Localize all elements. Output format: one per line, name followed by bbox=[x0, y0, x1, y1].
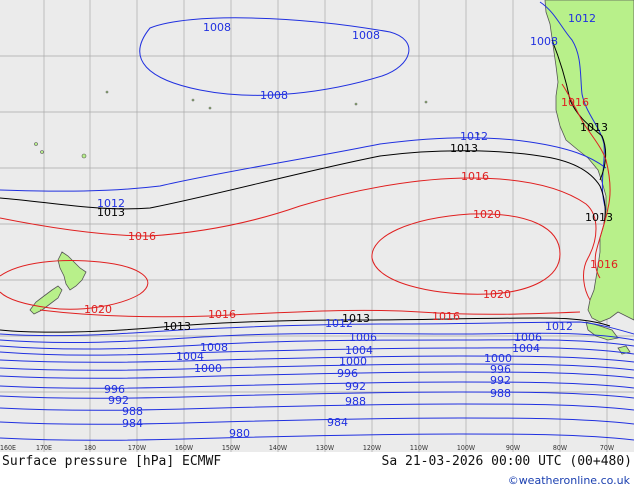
label-988: 988 bbox=[122, 405, 143, 418]
label-1008: 1008 bbox=[203, 21, 231, 34]
label-1004: 1004 bbox=[345, 344, 373, 357]
label-992: 992 bbox=[345, 380, 366, 393]
label-996: 996 bbox=[337, 367, 358, 380]
label-1016: 1016 bbox=[208, 308, 236, 321]
svg-text:120W: 120W bbox=[363, 444, 382, 452]
isobar-1013-main bbox=[0, 150, 606, 225]
map-title: Surface pressure [hPa] ECMWF bbox=[2, 454, 222, 469]
label-980: 980 bbox=[229, 427, 250, 440]
isobars bbox=[0, 1, 634, 441]
label-992: 992 bbox=[490, 374, 511, 387]
isobar-1012-main bbox=[0, 137, 607, 192]
label-988: 988 bbox=[490, 387, 511, 400]
svg-text:170E: 170E bbox=[36, 444, 52, 452]
svg-text:170W: 170W bbox=[128, 444, 147, 452]
label-1004: 1004 bbox=[176, 350, 204, 363]
label-1013: 1013 bbox=[450, 142, 478, 155]
svg-text:160W: 160W bbox=[175, 444, 194, 452]
label-1000: 1000 bbox=[339, 355, 367, 368]
isobar-1013-south bbox=[0, 317, 611, 333]
label-1008: 1008 bbox=[530, 35, 558, 48]
label-1012: 1012 bbox=[568, 12, 596, 25]
svg-text:140W: 140W bbox=[269, 444, 288, 452]
svg-text:130W: 130W bbox=[316, 444, 335, 452]
label-984: 984 bbox=[327, 416, 348, 429]
label-1004: 1004 bbox=[512, 342, 540, 355]
label-1016: 1016 bbox=[461, 170, 489, 183]
valid-time: Sa 21-03-2026 00:00 UTC (00+480) bbox=[381, 454, 632, 469]
new-zealand-north bbox=[57, 251, 87, 291]
label-1020: 1020 bbox=[483, 288, 511, 301]
tierra-del-fuego bbox=[585, 321, 619, 341]
label-1012: 1012 bbox=[545, 320, 573, 333]
svg-text:180: 180 bbox=[84, 444, 96, 452]
isobar-labels: 1008 1008 1008 1008 1012 1012 1012 1012 … bbox=[84, 12, 618, 440]
label-1008: 1008 bbox=[260, 89, 288, 102]
label-996: 996 bbox=[490, 363, 511, 376]
islands bbox=[34, 90, 480, 159]
label-1012: 1012 bbox=[460, 130, 488, 143]
label-1012: 1012 bbox=[325, 317, 353, 330]
label-1013: 1013 bbox=[342, 312, 370, 325]
label-988: 988 bbox=[345, 395, 366, 408]
svg-text:90W: 90W bbox=[506, 444, 521, 452]
label-1013: 1013 bbox=[585, 211, 613, 224]
label-996: 996 bbox=[104, 383, 125, 396]
label-1008: 1008 bbox=[200, 341, 228, 354]
ocean-background bbox=[0, 0, 634, 452]
longitude-labels: 160E 170E 180 170W 160W 150W 140W 130W 1… bbox=[0, 444, 615, 452]
label-1020: 1020 bbox=[84, 303, 112, 316]
svg-text:150W: 150W bbox=[222, 444, 241, 452]
label-1020: 1020 bbox=[473, 208, 501, 221]
svg-text:110W: 110W bbox=[410, 444, 429, 452]
svg-text:80W: 80W bbox=[553, 444, 568, 452]
isobar-1008-ring bbox=[139, 17, 410, 96]
label-1013: 1013 bbox=[580, 121, 608, 134]
svg-text:100W: 100W bbox=[457, 444, 476, 452]
label-1006: 1006 bbox=[514, 331, 542, 344]
credit-link[interactable]: ©weatheronline.co.uk bbox=[507, 474, 630, 487]
isobar-1012-south bbox=[0, 321, 634, 337]
map-footer: Surface pressure [hPa] ECMWF Sa 21-03-20… bbox=[0, 452, 634, 490]
isobar-1016-south bbox=[39, 309, 581, 318]
isobar-1016-north bbox=[0, 177, 597, 301]
label-992: 992 bbox=[108, 394, 129, 407]
label-1012: 1012 bbox=[97, 197, 125, 210]
svg-text:160E: 160E bbox=[0, 444, 16, 452]
isobar-1016-chile bbox=[561, 83, 611, 279]
label-1000: 1000 bbox=[194, 362, 222, 375]
new-zealand-south bbox=[29, 285, 63, 315]
label-1016: 1016 bbox=[590, 258, 618, 271]
label-1016: 1016 bbox=[432, 310, 460, 323]
label-1008: 1008 bbox=[352, 29, 380, 42]
isobar-1020-west bbox=[0, 260, 149, 310]
svg-text:70W: 70W bbox=[600, 444, 615, 452]
label-1013: 1013 bbox=[97, 206, 125, 219]
label-1016: 1016 bbox=[561, 96, 589, 109]
label-984: 984 bbox=[122, 417, 143, 430]
label-1013: 1013 bbox=[163, 320, 191, 333]
isobar-1020-east bbox=[371, 213, 561, 295]
label-1006: 1006 bbox=[349, 331, 377, 344]
label-1000: 1000 bbox=[484, 352, 512, 365]
label-1016: 1016 bbox=[128, 230, 156, 243]
